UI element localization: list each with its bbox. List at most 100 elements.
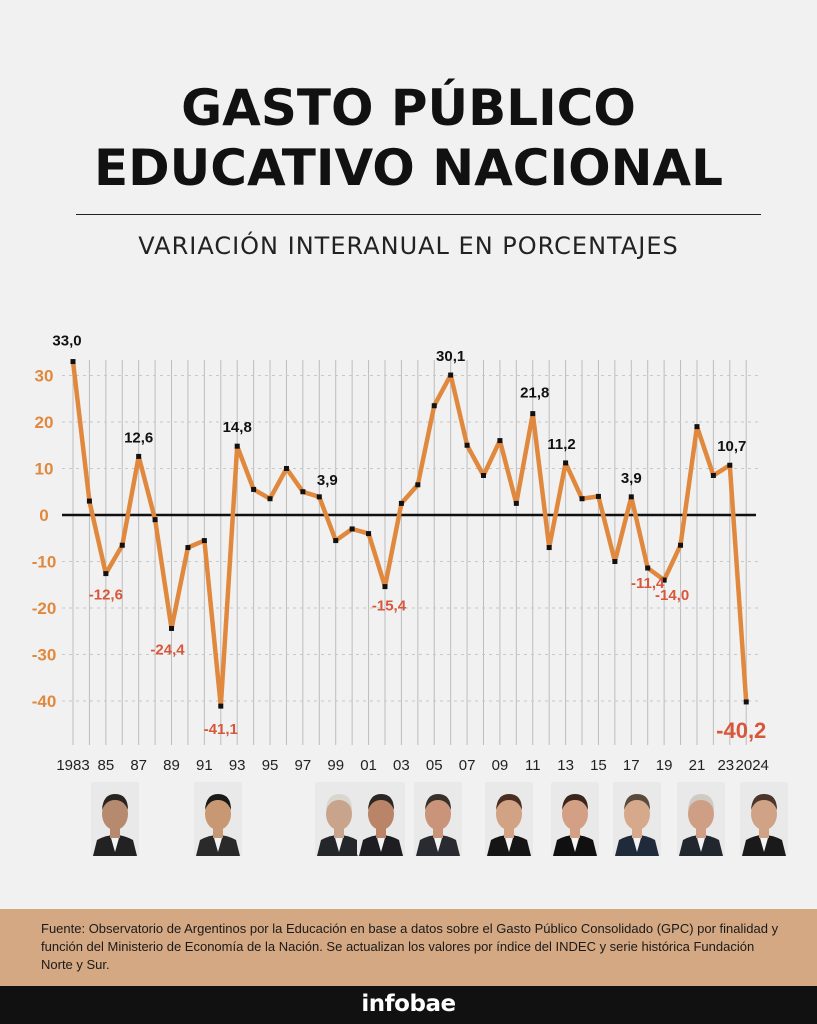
data-point-2015 (595, 493, 601, 499)
source-box: Fuente: Observatorio de Argentinos por l… (0, 909, 817, 986)
portrait-nestor-kirchner (414, 782, 462, 856)
data-label-2018: -11,4 (631, 575, 665, 592)
chart-title: GASTO PÚBLICO EDUCATIVO NACIONAL (0, 78, 817, 198)
chart-subtitle: VARIACIÓN INTERANUAL EN PORCENTAJES (138, 232, 679, 260)
data-point-2005 (431, 403, 437, 409)
y-tick-label: 20 (35, 413, 54, 432)
data-point-1998 (316, 494, 322, 500)
data-label-1983: 33,0 (52, 333, 81, 350)
y-tick-label: 0 (39, 506, 48, 525)
data-point-1992 (218, 703, 224, 709)
line-chart: 30 20 10 0 -10 -20 -30 -40 1983 85 87 89 91 93 95 97 99 0… (32, 333, 769, 774)
data-point-2019 (661, 577, 667, 583)
x-tick-label: 05 (426, 757, 443, 774)
x-tick-label: 1983 (56, 757, 89, 774)
data-point-1989 (169, 625, 175, 631)
data-point-1985 (103, 571, 109, 577)
title-divider (76, 214, 761, 215)
data-label-2013: 11,2 (547, 436, 575, 453)
portrait-carlos-menem (194, 782, 242, 856)
brand-logo: infobae (361, 991, 456, 1017)
data-point-1997 (300, 489, 306, 495)
portrait-javier-milei (740, 782, 788, 856)
data-point-2001 (366, 531, 372, 537)
data-point-1999 (333, 538, 339, 544)
data-point-2024 (743, 699, 749, 705)
data-label-2011: 21,8 (520, 385, 549, 402)
x-tick-label: 93 (229, 757, 246, 774)
data-point-2014 (579, 496, 585, 502)
x-tick-label: 97 (295, 757, 312, 774)
x-tick-label: 17 (623, 757, 640, 774)
data-point-2004 (415, 482, 421, 488)
data-point-2021 (694, 424, 700, 430)
portrait-cristina-kirchner-2007 (485, 782, 533, 856)
x-tick-label: 85 (97, 757, 114, 774)
data-label-2023: 10,7 (717, 438, 746, 455)
data-point-1983 (70, 359, 76, 365)
x-tick-label: 21 (689, 757, 706, 774)
portrait-alberto-fernandez (677, 782, 725, 856)
portrait-mauricio-macri (613, 782, 661, 856)
x-tick-label: 23 (717, 757, 734, 774)
y-tick-label: 30 (35, 367, 54, 386)
portrait-eduardo-duhalde (357, 782, 405, 856)
data-point-2023 (727, 462, 733, 468)
x-tick-label: 89 (163, 757, 180, 774)
data-point-2013 (563, 460, 569, 466)
data-point-2010 (513, 500, 519, 506)
y-tick-label: -20 (32, 599, 57, 618)
x-tick-label: 01 (360, 757, 377, 774)
data-label-1985: -12,6 (89, 587, 123, 604)
data-point-1993 (234, 443, 240, 449)
title-line-2: EDUCATIVO NACIONAL (94, 139, 723, 197)
data-point-2006 (448, 372, 454, 378)
data-point-2012 (546, 545, 552, 551)
y-tick-label: 10 (35, 460, 54, 479)
x-tick-label: 87 (130, 757, 147, 774)
x-tick-label: 07 (459, 757, 476, 774)
y-tick-label: -30 (32, 646, 57, 665)
data-point-1986 (119, 542, 125, 548)
x-tick-label: 15 (590, 757, 607, 774)
data-label-1989: -24,4 (150, 641, 185, 658)
data-point-2017 (628, 494, 634, 500)
data-point-2007 (464, 442, 470, 448)
data-point-1988 (152, 517, 158, 523)
source-text: Fuente: Observatorio de Argentinos por l… (41, 921, 779, 972)
footer-bar: infobae (0, 986, 817, 1024)
series-line (70, 361, 749, 709)
x-tick-label: 19 (656, 757, 673, 774)
portrait-raul-alfonsin (91, 782, 139, 856)
data-label-2017: 3,9 (621, 470, 642, 487)
x-tick-label: 95 (262, 757, 279, 774)
data-label-2024: -40,2 (716, 718, 766, 743)
data-label-2006: 30,1 (436, 348, 465, 365)
data-point-1987 (136, 453, 142, 459)
portrait-cristina-kirchner-2011 (551, 782, 599, 856)
title-line-1: GASTO PÚBLICO (181, 79, 636, 137)
data-label-1993: 14,8 (223, 419, 252, 436)
x-tick-label: 09 (492, 757, 509, 774)
data-label-1998: 3,9 (317, 472, 338, 489)
data-point-1996 (283, 466, 289, 471)
data-point-2009 (497, 438, 503, 444)
data-point-1990 (185, 545, 191, 551)
data-point-1991 (201, 538, 207, 544)
y-tick-label: -10 (32, 553, 57, 572)
data-point-2022 (710, 472, 716, 478)
data-point-2020 (678, 542, 684, 548)
data-point-2018 (645, 565, 651, 571)
x-tick-label: 2024 (736, 757, 769, 774)
x-tick-label: 03 (393, 757, 410, 774)
x-tick-label: 13 (557, 757, 574, 774)
data-point-1994 (251, 486, 257, 492)
data-point-2002 (382, 584, 388, 590)
data-label-2002: -15,4 (372, 598, 407, 615)
data-point-2003 (398, 500, 404, 506)
y-tick-label: -40 (32, 692, 57, 711)
data-point-2000 (349, 526, 355, 532)
data-point-1984 (86, 498, 92, 504)
x-tick-label: 91 (196, 757, 213, 774)
x-tick-label: 99 (327, 757, 344, 774)
